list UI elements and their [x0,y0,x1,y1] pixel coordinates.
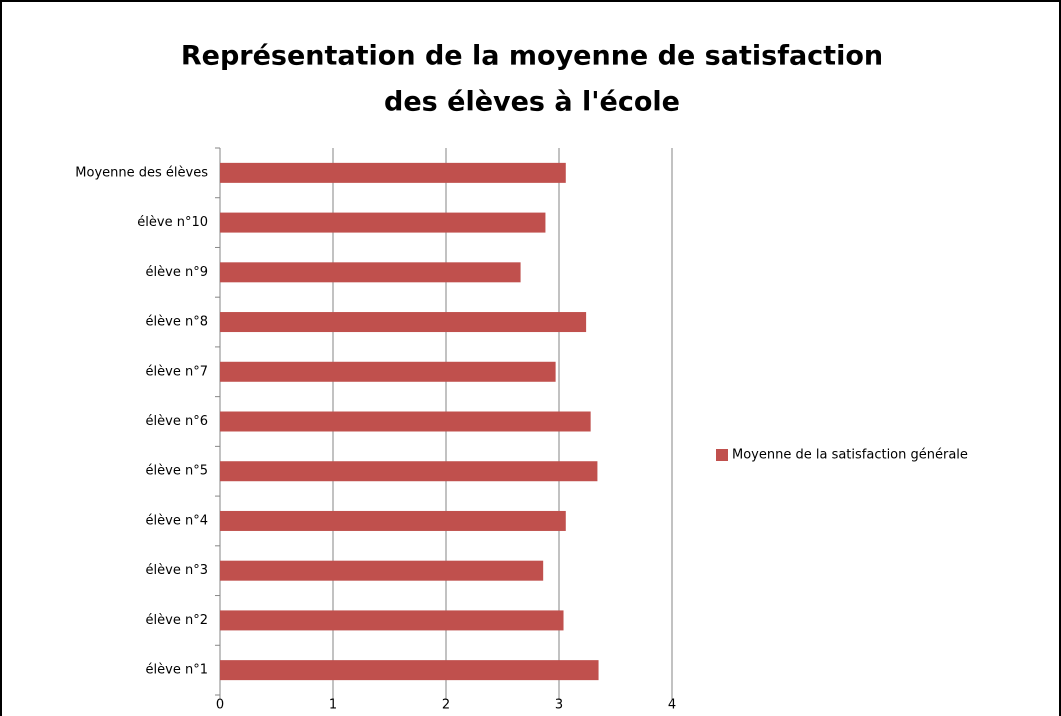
x-tick-label: 1 [329,698,337,713]
x-tick-label: 4 [668,698,676,713]
x-tick-label: 3 [555,698,563,713]
bar [220,610,564,631]
y-tick-label: élève n°10 [137,215,208,230]
y-tick-label: Moyenne des élèves [75,165,208,180]
y-tick-label: élève n°5 [146,464,208,479]
y-tick-label: élève n°3 [146,563,208,578]
bar [220,411,591,432]
bar [220,212,546,233]
y-tick-label: élève n°8 [146,315,208,330]
bar [220,312,587,333]
bar [220,262,521,283]
legend-swatch [716,449,728,461]
y-tick-label: élève n°6 [146,414,208,429]
y-tick-label: élève n°2 [146,613,208,628]
bar [220,361,556,382]
x-tick-label: 2 [442,698,450,713]
x-tick-label: 0 [216,698,224,713]
y-tick-label: élève n°9 [146,265,208,280]
legend-label: Moyenne de la satisfaction générale [732,448,968,463]
y-tick-label: élève n°4 [146,513,208,528]
bar [220,560,544,581]
bar [220,162,566,183]
y-tick-label: élève n°1 [146,663,208,678]
y-tick-label: élève n°7 [146,364,208,379]
bar [220,660,599,681]
bar [220,510,566,531]
chart-title: Représentation de la moyenne de satisfac… [181,41,883,72]
chart-title: des élèves à l'école [384,87,680,118]
bar [220,461,598,482]
